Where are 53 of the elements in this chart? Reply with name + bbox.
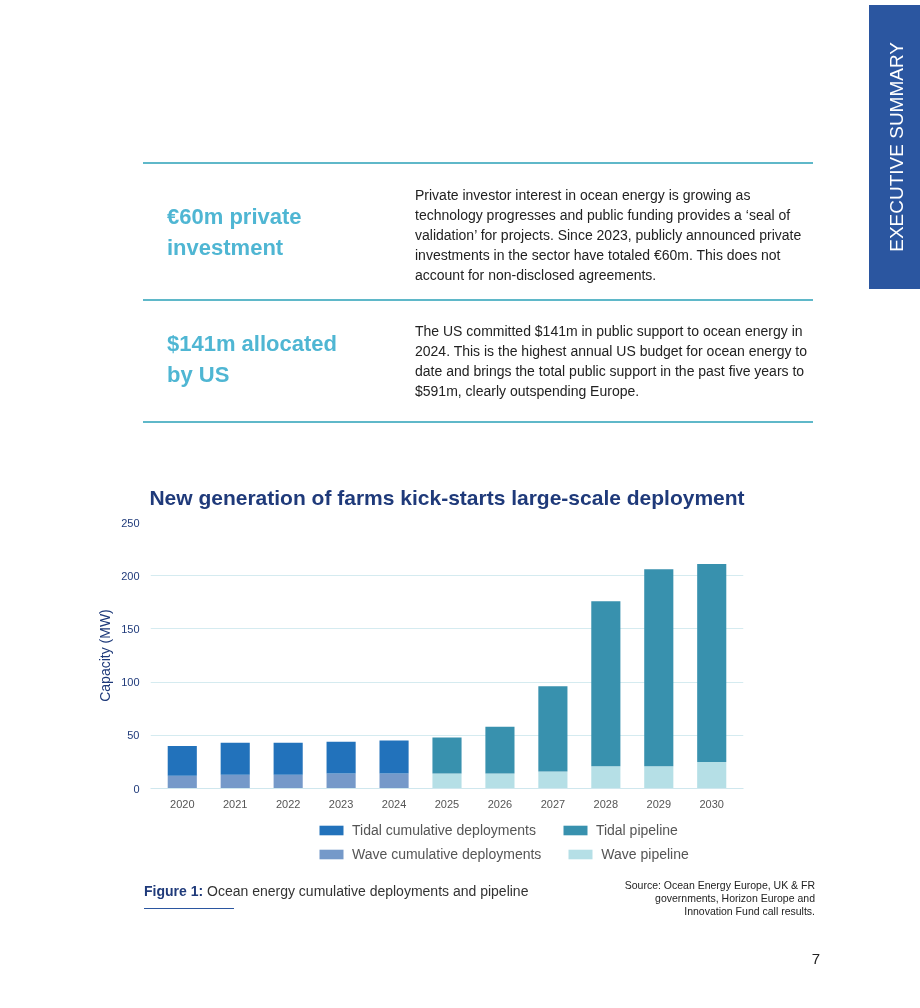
bar [273,774,303,789]
bar [644,569,674,767]
bar [220,774,250,789]
legend-label: Wave cumulative deployments [352,846,542,862]
x-tick-label: 2022 [275,797,301,810]
bar [697,761,727,789]
bar [220,742,250,775]
y-axis-title: Capacity (MW) [97,609,114,702]
y-tick-label: 50 [127,729,140,742]
text: Private investor interest in ocean energy is growing as technology progresses and public funding provides a ‘seal of validation’ for projects. Since 2023, publicly announced private investments in the sector have totaled €60m. This does not account for non-disclosed agreements. [415,186,803,285]
text: The US committed $141m in public support to ocean energy in 2024. This is the highest annual US budget for ocean energy to date and brings the total public support in the past five years to $591m, clearly outspending Europe. [415,322,808,401]
x-tick-label: 2023 [328,797,354,810]
x-tick-label: 2030 [699,797,724,810]
y-tick-label: 150 [121,622,140,635]
y-tick-label: 200 [121,569,140,582]
text: $141m allocated by US [167,330,338,389]
bar [273,742,303,775]
bar [432,737,462,774]
bar [326,773,356,789]
bar [167,775,197,789]
bar [379,773,409,789]
x-tick-label: 2025 [434,797,460,810]
x-tick-label: 2026 [487,797,513,810]
x-tick-label: 2027 [540,797,566,810]
legend-label: Wave pipeline [601,846,689,862]
bar [591,601,621,767]
x-tick-label: 2029 [646,797,672,810]
legend-label: Tidal pipeline [595,822,678,838]
legend-label: Tidal cumulative deployments [352,822,536,838]
chart-title: New generation of farms kick-starts large-scale deployment [149,485,745,509]
text: €60m private investment [167,203,303,262]
bar [326,741,356,774]
bar [538,686,568,772]
x-tick-label: 2021 [222,797,248,810]
bar [167,745,197,776]
bar [697,564,727,762]
y-tick-label: 100 [121,676,140,689]
bar [432,773,462,789]
x-tick-label: 2020 [170,797,195,810]
bar [485,773,515,789]
bar [379,740,409,774]
bar [591,766,621,789]
bar [485,726,515,774]
y-tick-label: 250 [121,516,140,529]
text: EXECUTIVE SUMMARY [885,42,909,252]
bar [644,766,674,789]
caption: Figure 1: Ocean energy cumulative deployments and pipeline [144,882,530,901]
x-tick-label: 2024 [381,797,407,810]
x-tick-label: 2028 [593,797,619,810]
bar [538,771,568,789]
source-note: Source: Ocean Energy Europe, UK & FR governments, Horizon Europe and Innovation Fund call results. [623,879,815,918]
text: 7 [810,949,820,969]
y-tick-label: 0 [133,782,140,795]
